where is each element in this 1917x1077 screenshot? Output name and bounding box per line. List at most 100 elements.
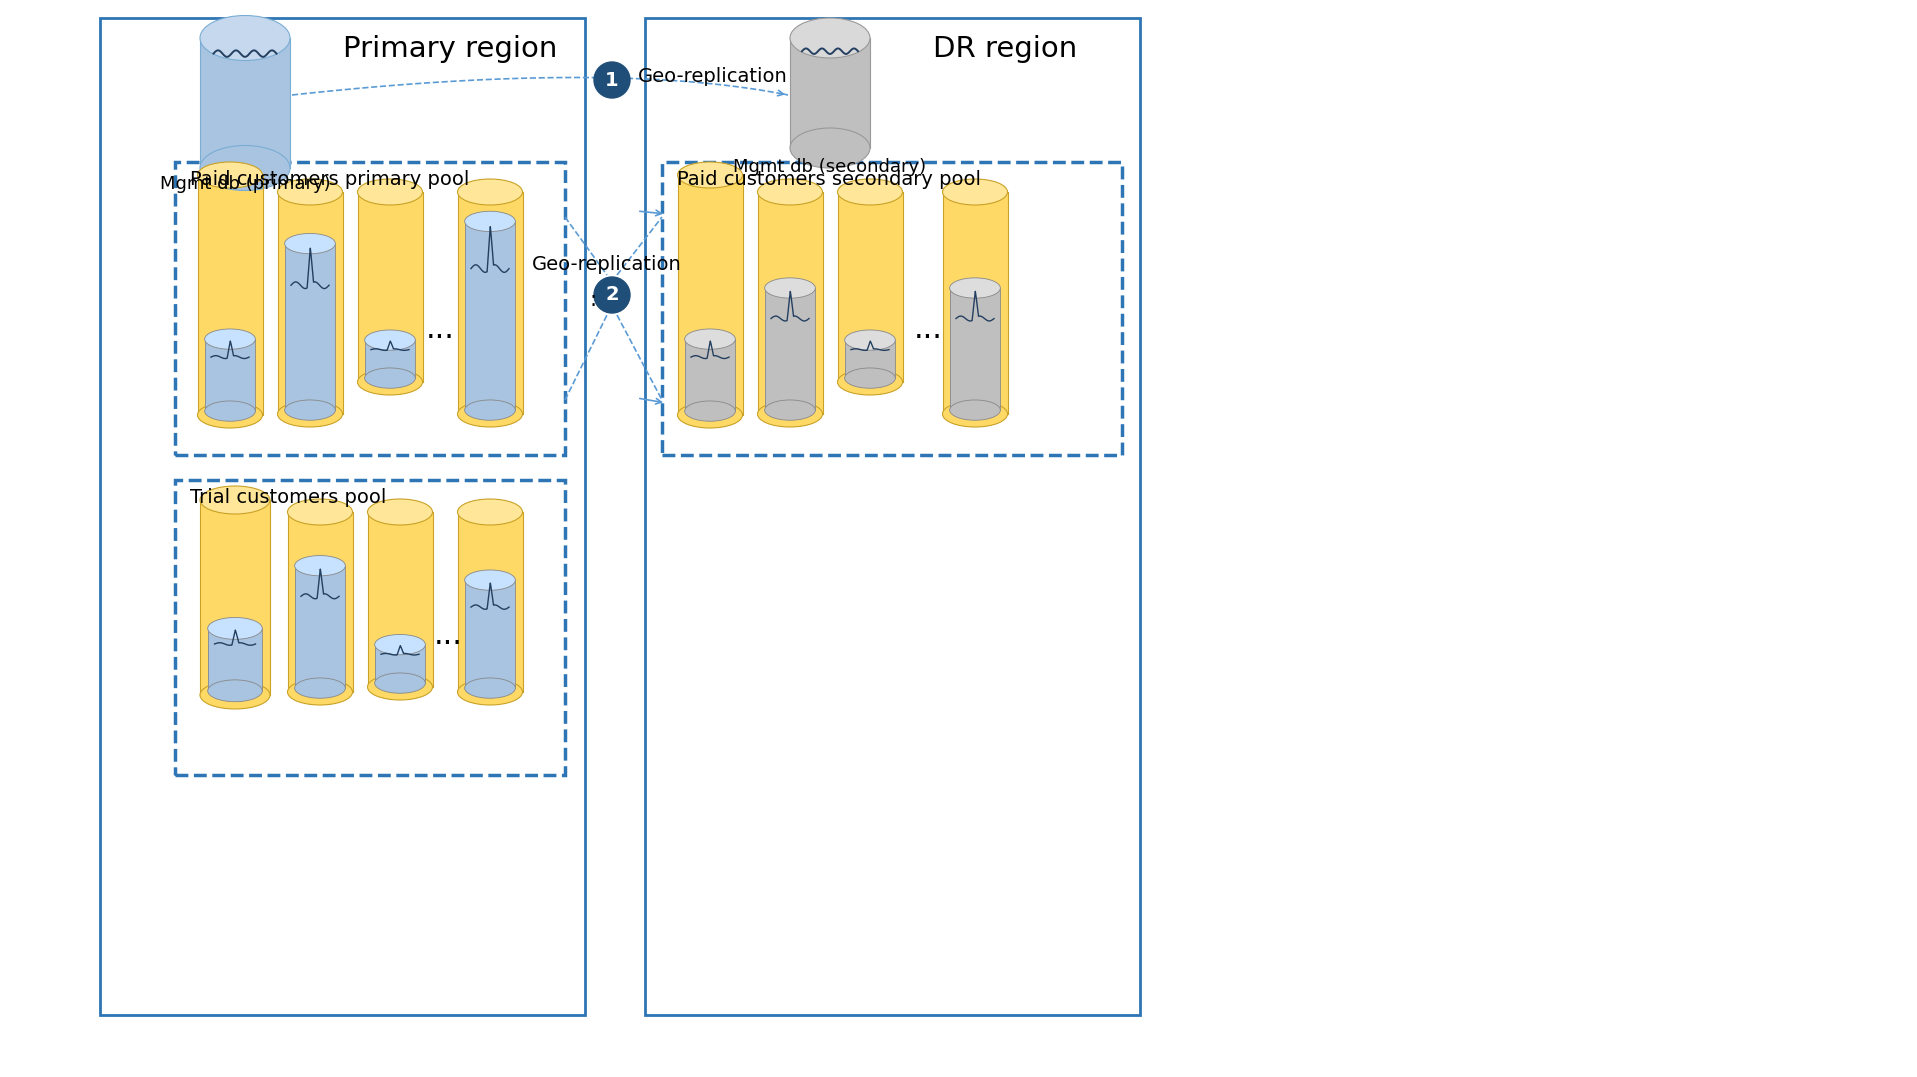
Polygon shape xyxy=(677,174,742,415)
Ellipse shape xyxy=(199,681,270,709)
Polygon shape xyxy=(845,340,895,378)
Bar xyxy=(174,480,566,775)
Ellipse shape xyxy=(368,499,433,524)
Polygon shape xyxy=(357,192,422,382)
Text: Paid customers primary pool: Paid customers primary pool xyxy=(190,170,470,188)
Polygon shape xyxy=(790,38,870,148)
Text: DR region: DR region xyxy=(934,34,1077,62)
Ellipse shape xyxy=(458,679,523,705)
Ellipse shape xyxy=(374,673,426,694)
Polygon shape xyxy=(284,243,335,410)
Ellipse shape xyxy=(943,179,1008,205)
Ellipse shape xyxy=(677,162,742,188)
Text: 1: 1 xyxy=(606,70,619,89)
Ellipse shape xyxy=(197,402,263,428)
Polygon shape xyxy=(207,628,263,690)
Polygon shape xyxy=(458,512,523,693)
Polygon shape xyxy=(199,38,289,168)
Text: ...: ... xyxy=(426,316,454,345)
Ellipse shape xyxy=(757,179,822,205)
Polygon shape xyxy=(364,340,416,378)
Ellipse shape xyxy=(845,368,895,388)
Text: Mgmt db (secondary): Mgmt db (secondary) xyxy=(734,158,926,176)
Polygon shape xyxy=(197,174,263,415)
Ellipse shape xyxy=(205,328,255,349)
Ellipse shape xyxy=(464,570,516,590)
Ellipse shape xyxy=(845,330,895,350)
Polygon shape xyxy=(288,512,353,693)
Polygon shape xyxy=(757,192,822,414)
Ellipse shape xyxy=(943,401,1008,426)
Bar xyxy=(661,162,1121,454)
Ellipse shape xyxy=(295,677,345,698)
Ellipse shape xyxy=(684,401,736,421)
Polygon shape xyxy=(949,288,1001,410)
Ellipse shape xyxy=(949,400,1001,420)
Ellipse shape xyxy=(757,401,822,426)
Ellipse shape xyxy=(199,486,270,514)
Text: Mgmt db (primary): Mgmt db (primary) xyxy=(159,174,330,193)
Polygon shape xyxy=(684,339,736,411)
Ellipse shape xyxy=(288,499,353,524)
Ellipse shape xyxy=(364,368,416,388)
Text: :: : xyxy=(590,290,596,310)
Ellipse shape xyxy=(464,400,516,420)
Polygon shape xyxy=(943,192,1008,414)
Ellipse shape xyxy=(199,15,289,60)
Ellipse shape xyxy=(765,278,815,298)
Ellipse shape xyxy=(838,369,903,395)
Polygon shape xyxy=(464,581,516,688)
Ellipse shape xyxy=(790,128,870,168)
Polygon shape xyxy=(199,500,270,695)
Ellipse shape xyxy=(207,617,263,640)
Ellipse shape xyxy=(288,679,353,705)
Ellipse shape xyxy=(949,278,1001,298)
Ellipse shape xyxy=(205,401,255,421)
Text: Paid customers secondary pool: Paid customers secondary pool xyxy=(677,170,982,188)
Ellipse shape xyxy=(374,634,426,655)
Bar xyxy=(174,162,566,454)
Ellipse shape xyxy=(684,328,736,349)
Ellipse shape xyxy=(464,677,516,698)
Text: Geo-replication: Geo-replication xyxy=(533,255,682,275)
Text: Geo-replication: Geo-replication xyxy=(638,68,788,86)
Polygon shape xyxy=(205,339,255,411)
Ellipse shape xyxy=(357,369,422,395)
Bar xyxy=(100,18,585,1015)
Circle shape xyxy=(594,277,631,313)
Ellipse shape xyxy=(364,330,416,350)
Ellipse shape xyxy=(197,162,263,188)
Polygon shape xyxy=(278,192,343,414)
Ellipse shape xyxy=(677,402,742,428)
Ellipse shape xyxy=(458,179,523,205)
Ellipse shape xyxy=(207,680,263,702)
Ellipse shape xyxy=(464,211,516,232)
Polygon shape xyxy=(765,288,815,410)
Ellipse shape xyxy=(458,401,523,426)
Ellipse shape xyxy=(278,179,343,205)
Polygon shape xyxy=(464,222,516,410)
Text: ...: ... xyxy=(433,621,462,651)
Ellipse shape xyxy=(295,556,345,576)
Ellipse shape xyxy=(278,401,343,426)
Ellipse shape xyxy=(368,674,433,700)
Text: ...: ... xyxy=(914,316,943,345)
Text: Primary region: Primary region xyxy=(343,34,558,62)
Polygon shape xyxy=(374,645,426,683)
Ellipse shape xyxy=(284,234,335,254)
Text: 2: 2 xyxy=(606,285,619,305)
Bar xyxy=(644,18,1141,1015)
Ellipse shape xyxy=(284,400,335,420)
Polygon shape xyxy=(458,192,523,414)
Circle shape xyxy=(594,62,631,98)
Ellipse shape xyxy=(458,499,523,524)
Ellipse shape xyxy=(838,179,903,205)
Ellipse shape xyxy=(790,18,870,58)
Polygon shape xyxy=(838,192,903,382)
Polygon shape xyxy=(368,512,433,687)
Text: Trial customers pool: Trial customers pool xyxy=(190,488,387,507)
Polygon shape xyxy=(295,565,345,688)
Ellipse shape xyxy=(765,400,815,420)
Ellipse shape xyxy=(199,145,289,191)
Ellipse shape xyxy=(357,179,422,205)
